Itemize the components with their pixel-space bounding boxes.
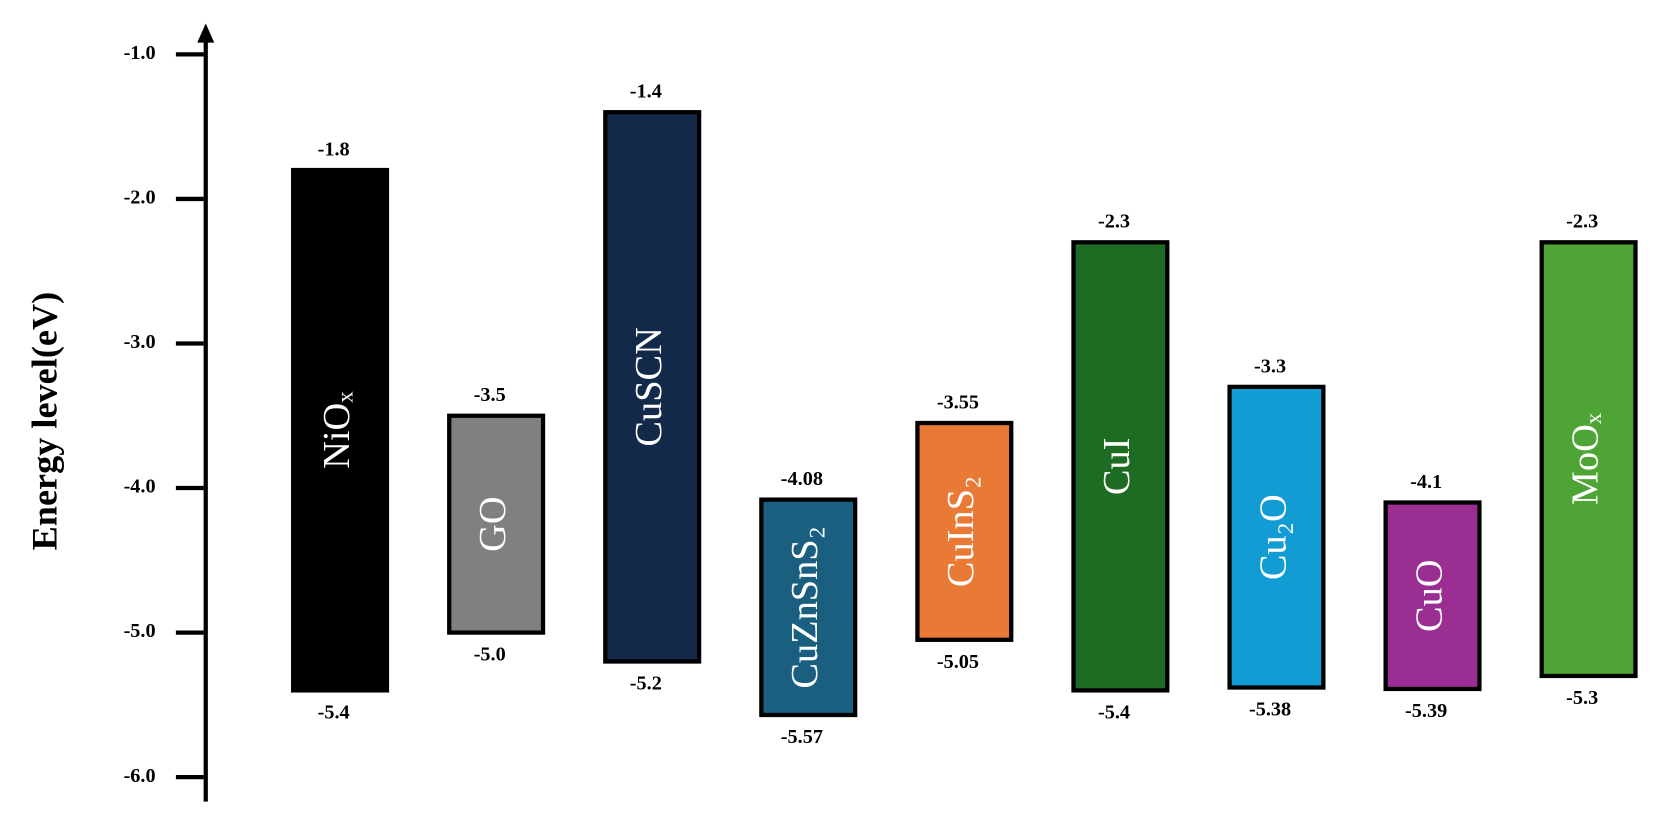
- bottom-label: -5.3: [1566, 687, 1598, 709]
- bar-label: GO: [472, 496, 514, 551]
- top-label: -3.5: [474, 384, 506, 406]
- top-label: -2.3: [1566, 211, 1598, 233]
- bar: [1227, 384, 1326, 690]
- top-label: -1.4: [630, 81, 662, 103]
- axis-arrow: [197, 23, 215, 43]
- bar-label: Cu₂O: [1252, 494, 1294, 580]
- bottom-label: -5.0: [474, 644, 506, 666]
- bar-label: CuI: [1096, 438, 1138, 496]
- bar-label: MoOₓ: [1564, 412, 1606, 505]
- bar: [447, 413, 546, 635]
- y-tick-label: -2.0: [124, 187, 156, 209]
- bottom-label: -5.4: [1098, 702, 1130, 724]
- bar: [1071, 240, 1170, 693]
- top-label: -4.08: [781, 468, 823, 490]
- bar: [1383, 500, 1482, 692]
- bar: [603, 110, 702, 664]
- bottom-label: -5.39: [1405, 700, 1447, 722]
- bottom-label: -5.2: [630, 673, 662, 695]
- y-tick-label: -4.0: [124, 476, 156, 498]
- bottom-label: -5.05: [937, 651, 979, 673]
- y-tick-label: -1.0: [124, 42, 156, 64]
- top-label: -3.3: [1254, 355, 1286, 377]
- bar-label: CuZnSnS₂: [784, 526, 826, 689]
- bar-label: NiOₓ: [316, 391, 358, 469]
- top-label: -4.1: [1410, 471, 1442, 493]
- bottom-label: -5.4: [318, 702, 350, 724]
- bar-label: CuInS₂: [940, 476, 982, 587]
- bar: [915, 420, 1014, 642]
- y-tick-label: -3.0: [124, 331, 156, 353]
- bar-label: CuSCN: [628, 327, 670, 446]
- y-tick-label: -6.0: [124, 765, 156, 787]
- bar-label: CuO: [1408, 559, 1450, 631]
- bar: [1539, 240, 1638, 679]
- bar: [759, 497, 858, 718]
- top-label: -1.8: [318, 138, 350, 160]
- bottom-label: -5.57: [781, 726, 823, 748]
- y-tick-label: -5.0: [124, 620, 156, 642]
- y-axis-label: Energy level(eV): [24, 292, 64, 551]
- bottom-label: -5.38: [1249, 699, 1291, 721]
- top-label: -2.3: [1098, 211, 1130, 233]
- bar: [291, 167, 390, 693]
- top-label: -3.55: [937, 391, 979, 413]
